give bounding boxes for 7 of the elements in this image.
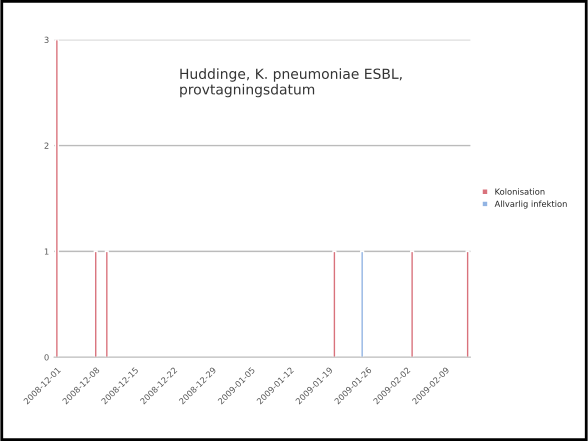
y-tick-label: 3 — [44, 36, 49, 43]
y-tick-label: 2 — [44, 142, 48, 149]
text: Huddinge, K. pneumoniae ESBL, provtagningsdatum — [180, 68, 402, 98]
legend-label: Kolonisation — [495, 188, 544, 195]
y-tick-label: 1 — [44, 248, 48, 255]
y-tick-label: 0 — [44, 354, 49, 360]
legend-label: Allvarlig infektion — [494, 200, 567, 209]
